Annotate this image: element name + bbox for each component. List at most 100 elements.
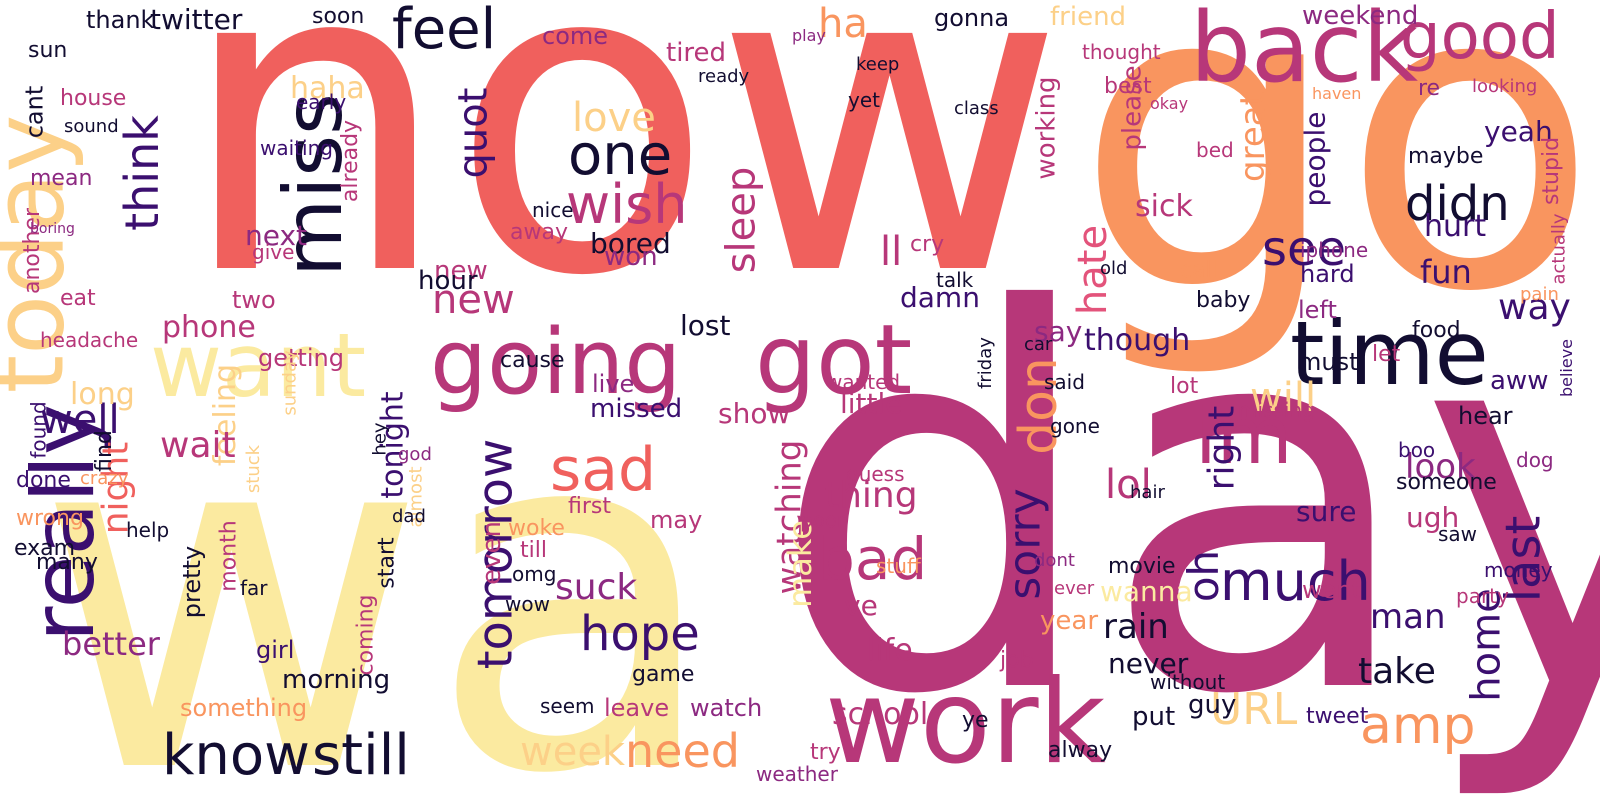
word-sound: sound	[64, 116, 119, 137]
word-month: month	[216, 520, 242, 592]
word-feel: feel	[392, 0, 497, 62]
word-quot: quot	[450, 87, 497, 179]
word-cry: cry	[910, 232, 945, 257]
word-stupid: stupid	[1539, 136, 1565, 206]
word-okay: okay	[1150, 94, 1189, 113]
word-make: make	[780, 520, 819, 608]
word-waiting: waiting	[260, 136, 333, 160]
word-though: though	[1084, 323, 1191, 358]
word-lost: lost	[680, 309, 731, 342]
word-dad: dad	[392, 506, 426, 527]
word-went: went	[1302, 576, 1362, 604]
word-keep: keep	[856, 54, 900, 75]
word-getting: getting	[258, 344, 344, 372]
word-ever: ever	[1054, 578, 1095, 599]
word-rain: rain	[1103, 607, 1169, 647]
word-tired: tired	[666, 38, 727, 68]
word-watch: watch	[690, 694, 763, 722]
word-two: two	[232, 286, 276, 314]
word-best: best	[1104, 74, 1152, 99]
word-friend: friend	[1050, 2, 1127, 32]
word-maybe: maybe	[1408, 144, 1484, 169]
word-headache: headache	[40, 328, 139, 352]
word-missing: missing	[1238, 398, 1315, 422]
word-work: work	[825, 655, 1106, 790]
word-take: take	[1358, 651, 1436, 692]
word-bored: bored	[590, 227, 671, 260]
word-url: URL	[1210, 684, 1298, 735]
word-bad: bad	[818, 525, 928, 593]
word-cant: cant	[20, 85, 49, 139]
word-god: god	[398, 444, 432, 465]
word-nice: nice	[532, 198, 574, 222]
word-one: one	[568, 123, 673, 188]
word-first: first	[568, 494, 611, 519]
word-without: without	[1150, 670, 1226, 694]
word-play: play	[792, 26, 826, 45]
word-say: say	[1034, 315, 1083, 348]
word-pretty: pretty	[178, 545, 207, 619]
word-saw: saw	[1438, 522, 1478, 546]
word-sun: sun	[28, 38, 68, 63]
word-stuck: stuck	[243, 444, 265, 494]
word-let: let	[1372, 342, 1401, 367]
word-find: find	[91, 430, 117, 472]
word-party: party	[1456, 584, 1509, 608]
word-weekend: weekend	[1302, 1, 1419, 31]
word-actually: actually	[1548, 213, 1570, 285]
word-see: see	[1262, 221, 1347, 277]
word-wow: wow	[505, 592, 550, 616]
word-dog: dog	[1516, 448, 1554, 472]
word-sleep: sleep	[718, 166, 765, 274]
word-till: till	[520, 538, 547, 563]
word-better: better	[62, 625, 160, 663]
word-aww: aww	[1490, 366, 1549, 396]
word-may: may	[650, 506, 703, 534]
word-iphone: iphone	[1300, 238, 1369, 262]
word-yet: yet	[848, 88, 880, 112]
word-far: far	[240, 576, 268, 600]
word-need: need	[625, 724, 740, 778]
word-think: think	[114, 115, 169, 231]
word-boo: boo	[1398, 438, 1436, 462]
word-won: won	[604, 242, 658, 272]
word-early: early	[296, 90, 347, 114]
word-left: left	[1298, 296, 1337, 324]
word-thought: thought	[1082, 40, 1161, 64]
word-call: call	[1180, 258, 1218, 283]
word-found: found	[26, 401, 51, 459]
word-guy: guy	[1188, 690, 1237, 720]
word-haven: haven	[1312, 84, 1362, 103]
word-alway: alway	[1048, 738, 1113, 763]
word-ye: ye	[962, 708, 989, 733]
word-hurt: hurt	[1424, 209, 1487, 244]
word-know: know	[162, 723, 310, 788]
word-will: will	[1250, 375, 1317, 421]
word-go: go	[1075, 0, 1599, 384]
word-sure: sure	[1296, 495, 1357, 528]
word-damn: damn	[900, 281, 980, 314]
word-thank: thank	[86, 6, 155, 34]
word-girl: girl	[256, 636, 295, 664]
word-live: live	[592, 370, 635, 398]
word-man: man	[1370, 597, 1446, 637]
word-come: come	[542, 22, 609, 50]
word-hey: hey	[369, 422, 391, 456]
word-suck: suck	[555, 567, 638, 608]
word-seem: seem	[540, 694, 595, 718]
word-friday: friday	[974, 337, 996, 389]
word-guess: guess	[846, 462, 905, 486]
word-fun: fun	[1420, 253, 1472, 291]
word-still: still	[312, 723, 410, 788]
word-bed: bed	[1196, 138, 1234, 162]
word-way: way	[1498, 287, 1571, 328]
word-wait: wait	[160, 425, 236, 466]
word-soon: soon	[312, 4, 365, 29]
word-start: start	[374, 537, 400, 589]
word-try: try	[810, 740, 841, 765]
word-boring: boring	[30, 221, 75, 237]
word-wish: wish	[566, 173, 688, 236]
word-hair: hair	[1130, 482, 1165, 503]
word-sunday: sunday	[279, 350, 301, 416]
word-twitter: twitter	[150, 3, 243, 36]
